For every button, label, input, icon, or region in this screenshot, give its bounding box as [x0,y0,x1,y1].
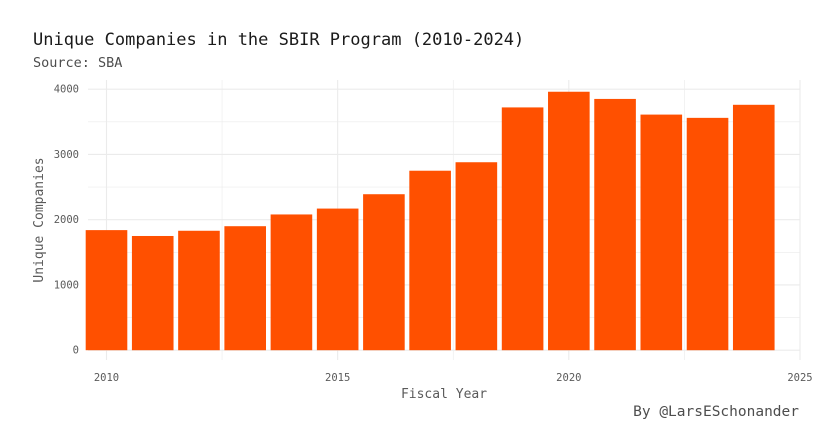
y-tick-label: 2000 [54,214,79,226]
x-tick-label: 2025 [787,372,812,384]
bar-2021 [594,98,636,351]
y-tick-label: 4000 [54,84,79,96]
chart-title: Unique Companies in the SBIR Program (20… [33,30,525,50]
bar-2018 [455,162,498,351]
bar-2014 [270,214,313,351]
x-axis-title: Fiscal Year [401,387,487,402]
caption: By @LarsESchonander [633,404,799,420]
bar-2022 [640,114,683,351]
x-tick-label: 2010 [94,372,119,384]
bar-2020 [548,91,590,351]
y-axis-title: Unique Companies [32,157,47,282]
bar-2023 [686,117,729,351]
bar-2017 [409,170,451,351]
x-tick-label: 2020 [556,372,581,384]
x-tick-labels: 2010 2015 2020 2025 [94,372,813,384]
bar-2010 [85,230,128,351]
bar-2011 [131,235,174,351]
bar-2015 [316,208,359,351]
y-tick-label: 3000 [54,149,79,161]
bar-2019 [501,107,544,351]
y-tick-label: 1000 [54,279,79,291]
y-tick-labels: 0 1000 2000 3000 4000 [54,84,79,357]
chart-subtitle: Source: SBA [33,55,123,71]
bar-2016 [363,194,405,351]
bar-2013 [224,226,266,351]
bar-2012 [178,230,220,351]
y-tick-label: 0 [73,345,79,357]
x-tick-label: 2015 [325,372,350,384]
bars [85,91,775,351]
bar-2024 [732,104,775,351]
